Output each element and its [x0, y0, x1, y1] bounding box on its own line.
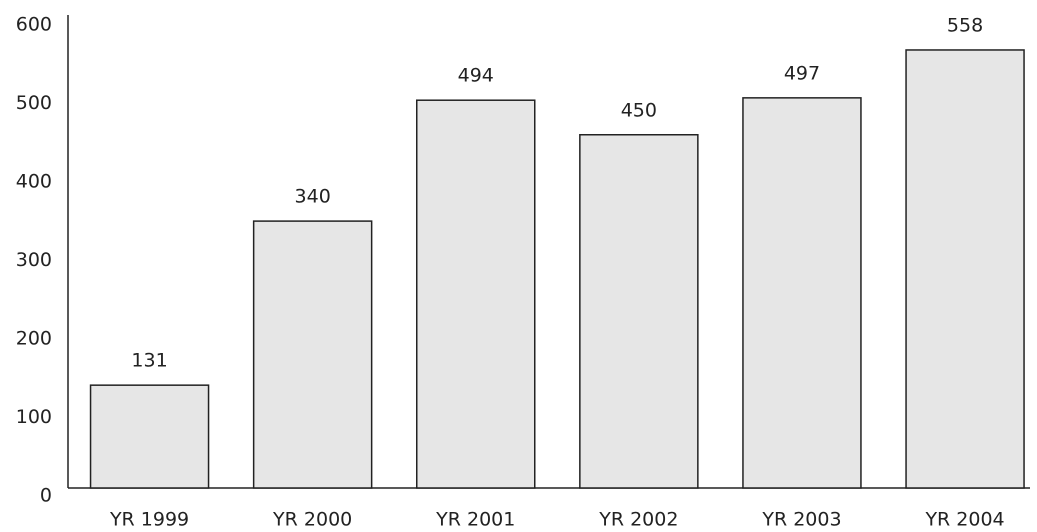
- value-label: 340: [295, 186, 331, 208]
- bar: [252, 220, 373, 489]
- bar: [742, 97, 862, 489]
- value-label: 494: [458, 65, 494, 87]
- x-tick-label: YR 2002: [598, 509, 678, 531]
- value-label: 558: [947, 14, 983, 36]
- y-tick-label: 400: [16, 171, 52, 193]
- bar: [416, 99, 536, 489]
- bar: [905, 49, 1025, 489]
- x-tick-label: YR 1999: [109, 509, 189, 531]
- value-label: 131: [131, 350, 167, 372]
- x-tick-label: YR 2001: [435, 509, 515, 531]
- y-tick-label: 500: [16, 92, 52, 114]
- y-tick-label: 200: [16, 328, 52, 350]
- bar: [579, 134, 699, 489]
- value-label: 497: [784, 62, 820, 84]
- x-tick-label: YR 2003: [761, 509, 841, 531]
- x-tick-label: YR 2004: [924, 509, 1004, 531]
- y-tick-label: 300: [16, 249, 52, 271]
- x-tick-label: YR 2000: [272, 509, 352, 531]
- value-label: 450: [621, 99, 657, 121]
- y-tick-label: 600: [16, 14, 52, 36]
- y-tick-label: 0: [40, 485, 52, 507]
- bar: [89, 384, 210, 489]
- y-tick-label: 100: [16, 406, 52, 428]
